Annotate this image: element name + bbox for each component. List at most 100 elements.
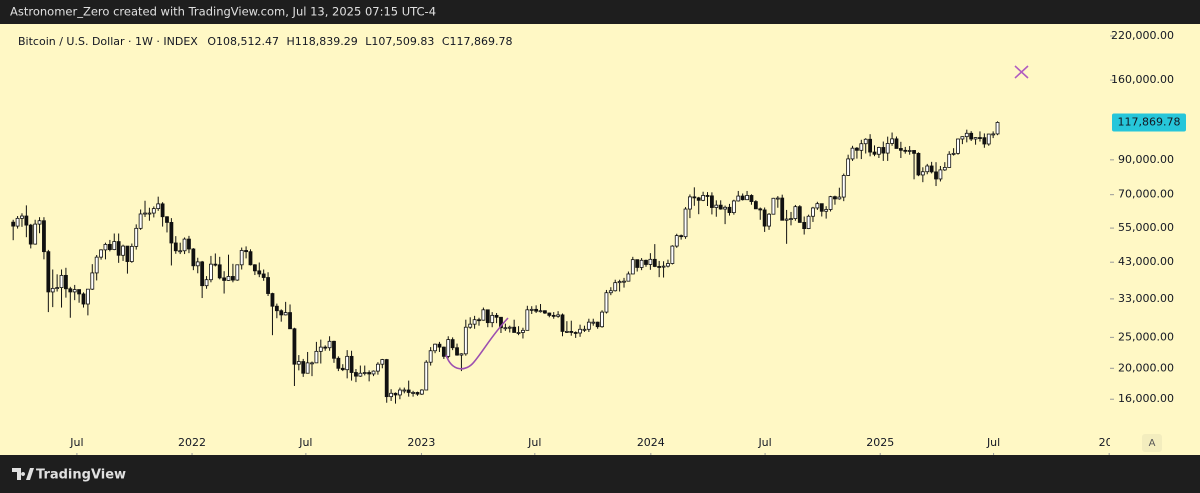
candle-body [591,321,596,324]
candle-body [187,238,191,250]
candle-body [151,208,156,214]
candle-body [11,221,16,227]
candle-body [37,220,42,225]
candle-body [371,370,376,375]
candle-body [59,274,64,289]
last-price-label: 117,869.78 [1118,115,1181,128]
candle-body [499,316,503,329]
candle-body [68,288,73,293]
candle-body [402,389,407,392]
candle-body [20,215,24,219]
candle-body [28,224,33,245]
candle-body [336,357,341,369]
candle-body [173,242,178,252]
candle-body [389,392,394,398]
candle-body [710,195,714,208]
candle-body [652,258,657,267]
ohlc-open: O108,512.47 [207,35,279,48]
chart-title: Astronomer_Zero created with TradingView… [10,5,436,19]
drawings [445,65,1029,370]
candle-body [749,195,754,202]
candle-body [560,314,565,332]
candle-body [991,133,996,136]
candle-body [819,203,824,212]
candle-body [701,195,706,201]
candle-body [77,289,82,295]
candle-body [235,264,240,281]
candle-body [674,235,679,247]
candle-body [55,287,60,290]
candle-body [327,340,332,349]
y-tick-label: 25,000.00 [1118,330,1174,343]
candle-body [248,251,253,266]
candle-body [397,389,402,396]
candle-body [613,282,618,292]
candle-body [942,167,947,171]
ohlc-low: L107,509.83 [365,35,434,48]
candle-body [231,276,235,281]
candle-body [138,213,143,229]
candle-body [951,152,956,155]
candle-body [978,137,982,139]
candle-body [938,169,943,180]
candle-body [806,215,811,229]
candle-body [534,308,539,312]
candle-body [762,209,767,227]
candle-body [705,195,710,197]
candle-body [490,314,495,324]
candle-body [129,245,134,262]
candle-body [305,362,310,374]
candle-body [244,250,248,253]
candle-body [512,326,517,333]
candle-body [424,361,429,391]
candle-body [288,312,292,330]
candle-body [556,314,560,317]
candle-body [85,288,90,305]
candle-body [450,339,455,349]
candle-body [890,138,894,144]
y-tick-label: 160,000.00 [1111,73,1174,86]
candle-body [50,287,55,293]
candle-body [723,206,727,210]
candle-body [222,277,227,281]
candle-body [292,328,297,365]
candle-body [314,350,319,364]
candle-body [912,150,916,154]
candle-body [604,292,609,313]
candle-body [811,207,815,217]
candle-body [868,138,873,153]
candle-body [362,372,367,374]
candle-body [147,212,152,215]
candle-body [463,326,468,355]
candle-body [543,310,547,314]
candle-body [494,314,499,318]
candle-body [64,274,68,290]
candle-body [204,279,209,287]
candle-body [116,241,121,256]
footer-brand: TradingView [36,468,126,483]
y-tick-label: 220,000.00 [1111,29,1174,42]
auto-scale-label[interactable]: A [1149,438,1156,449]
candle-body [94,256,99,274]
candle-body [969,132,974,140]
candle-body [477,319,481,322]
candle-body [995,122,1000,135]
candle-body [42,220,46,253]
candle-body [411,392,415,394]
candle-body [688,196,692,210]
candle-body [683,208,688,238]
candle-body [226,276,231,281]
x-tick-label: Jul [69,436,83,449]
candle-body [257,270,262,275]
candle-body [767,213,771,227]
candle-body [419,389,424,395]
candle-body [780,197,785,221]
candle-body [525,309,530,331]
auto-scale-button[interactable] [1142,434,1162,452]
candle-body [283,312,288,316]
candle-body [15,217,20,227]
candle-body [178,250,183,253]
candle-body [160,203,165,218]
candle-body [345,355,350,371]
